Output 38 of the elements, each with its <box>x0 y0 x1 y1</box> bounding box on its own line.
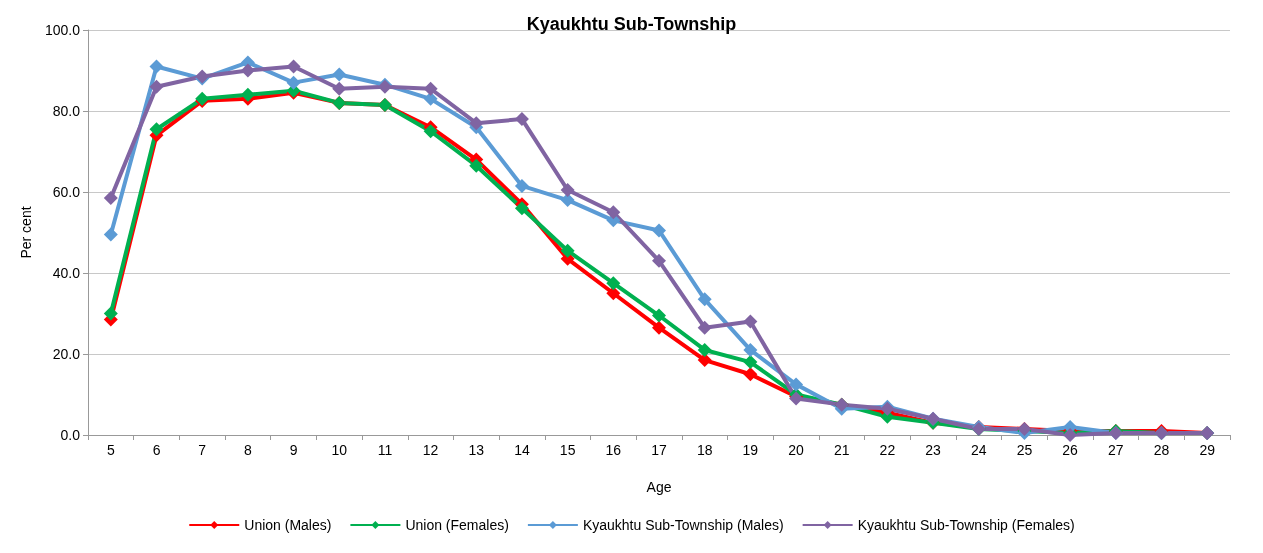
y-tick-label: 100.0 <box>44 22 81 38</box>
x-tick-label: 11 <box>377 442 393 458</box>
x-tick-label: 12 <box>422 442 439 458</box>
y-tick-label: 60.0 <box>52 184 81 200</box>
x-tick-label: 13 <box>468 442 485 458</box>
x-tick-label: 7 <box>198 442 207 458</box>
y-tick-label: 0.0 <box>60 427 81 443</box>
y-axis-title: Per cent <box>18 206 34 259</box>
y-tick-label: 20.0 <box>52 346 81 362</box>
x-tick-label: 17 <box>651 442 667 458</box>
x-tick-label: 16 <box>605 442 622 458</box>
x-tick-label: 24 <box>970 442 987 458</box>
chart-title: Kyaukhtu Sub-Township <box>526 14 737 34</box>
x-tick-label: 22 <box>879 442 896 458</box>
x-tick-label: 14 <box>514 442 530 458</box>
x-tick-label: 25 <box>1016 442 1033 458</box>
x-tick-label: 8 <box>243 442 252 458</box>
x-tick-label: 20 <box>788 442 805 458</box>
x-axis-title: Age <box>646 479 672 495</box>
legend-label: Union (Females) <box>405 517 509 533</box>
x-tick-label: 21 <box>833 442 850 458</box>
x-tick-label: 19 <box>742 442 759 458</box>
x-tick-label: 23 <box>925 442 942 458</box>
legend-label: Kyaukhtu Sub-Township (Males) <box>582 517 784 533</box>
x-tick-label: 10 <box>331 442 348 458</box>
x-tick-label: 29 <box>1199 442 1216 458</box>
legend-label: Kyaukhtu Sub-Township (Females) <box>857 517 1075 533</box>
x-tick-label: 27 <box>1108 442 1124 458</box>
x-tick-label: 6 <box>152 442 161 458</box>
x-tick-label: 5 <box>106 442 115 458</box>
x-tick-label: 26 <box>1062 442 1079 458</box>
x-tick-label: 15 <box>559 442 576 458</box>
x-tick-label: 9 <box>289 442 298 458</box>
x-tick-label: 18 <box>696 442 713 458</box>
y-tick-label: 40.0 <box>52 265 81 281</box>
y-tick-label: 80.0 <box>52 103 81 119</box>
legend-label: Union (Males) <box>244 517 332 533</box>
x-tick-label: 28 <box>1153 442 1170 458</box>
